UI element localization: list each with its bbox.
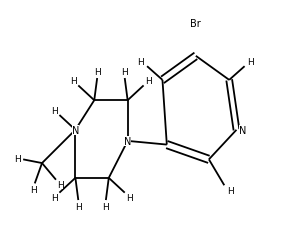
Text: H: H (51, 193, 58, 202)
Text: H: H (145, 77, 152, 86)
Text: H: H (137, 58, 144, 67)
Text: H: H (94, 68, 100, 77)
Text: N: N (72, 125, 79, 135)
Text: H: H (103, 202, 109, 211)
Text: H: H (247, 57, 254, 66)
Text: H: H (126, 193, 133, 202)
Text: H: H (57, 180, 63, 189)
Text: H: H (51, 106, 58, 115)
Text: N: N (239, 125, 246, 135)
Text: H: H (121, 68, 128, 77)
Text: H: H (70, 77, 77, 86)
Text: N: N (124, 136, 131, 146)
Text: H: H (75, 202, 82, 211)
Text: H: H (14, 155, 21, 163)
Text: H: H (227, 186, 234, 195)
Text: Br: Br (190, 18, 201, 28)
Text: H: H (30, 185, 37, 194)
